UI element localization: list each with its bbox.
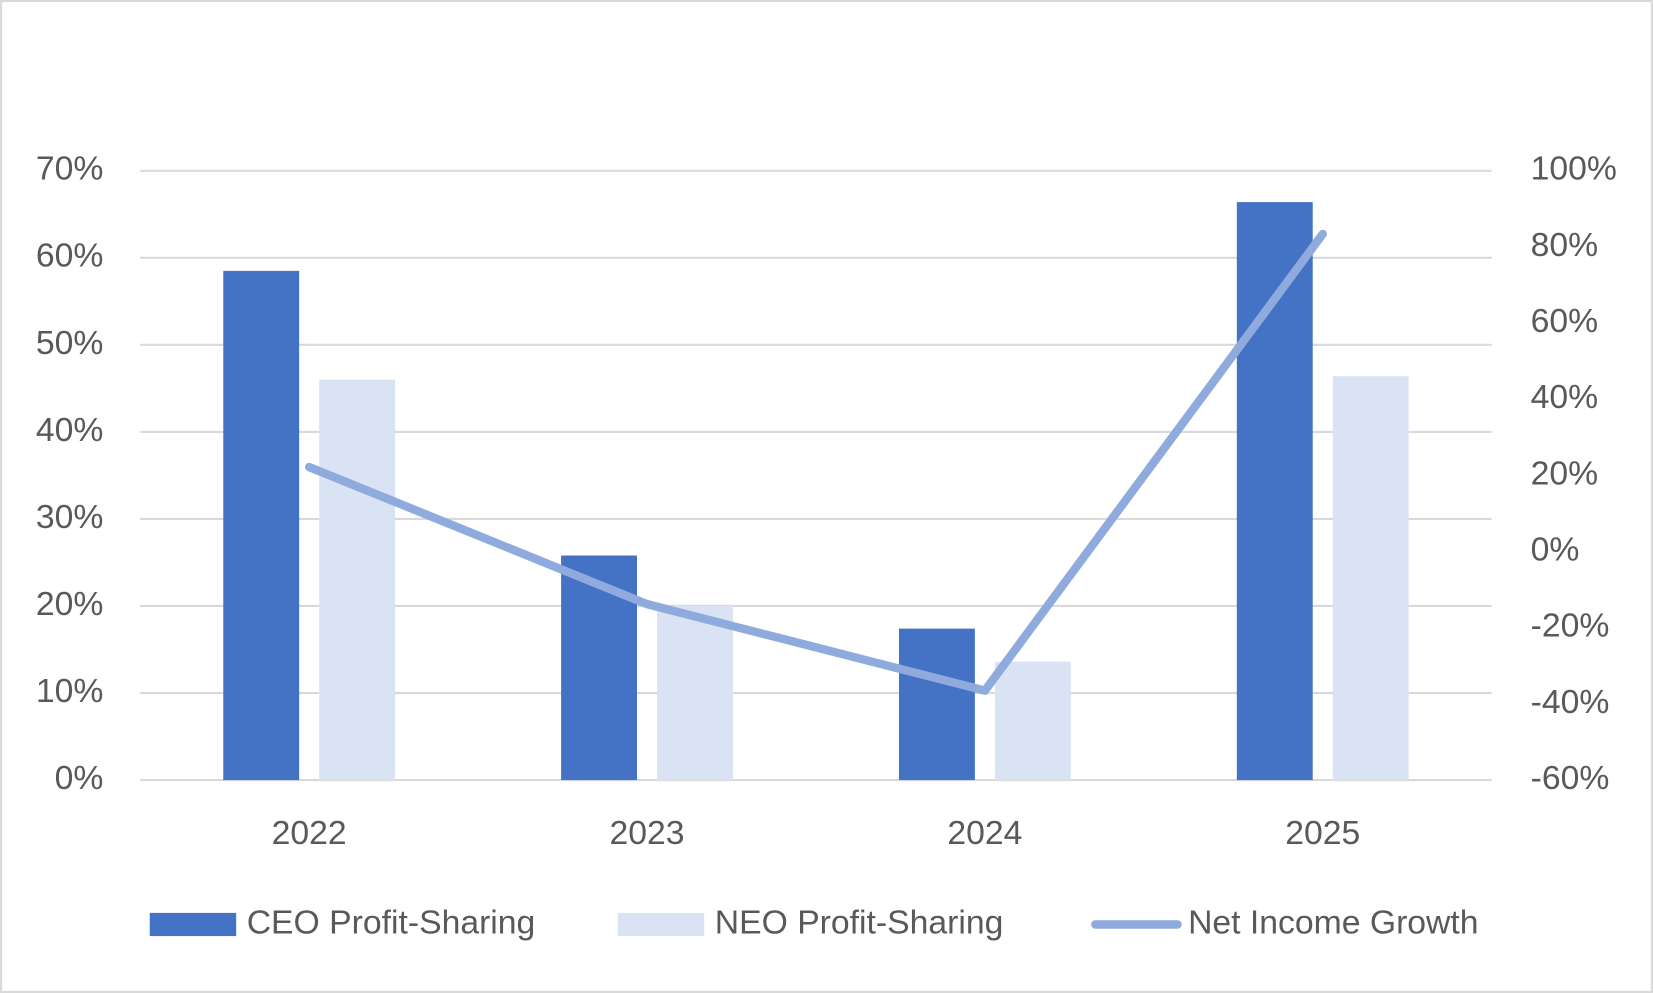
- bar: [657, 605, 733, 781]
- bar: [1332, 376, 1409, 781]
- bar: [319, 379, 396, 781]
- y-tick-label: 0%: [55, 759, 104, 797]
- y-tick-label: 70%: [36, 150, 104, 188]
- x-tick-label: 2022: [272, 814, 347, 852]
- y2-tick-label: 0%: [1531, 530, 1580, 568]
- legend-label: NEO Profit-Sharing: [715, 903, 1004, 941]
- bar: [994, 661, 1071, 781]
- y2-tick-label: 20%: [1531, 454, 1598, 492]
- bar: [223, 270, 300, 781]
- legend-swatch: [617, 912, 705, 937]
- bar: [1236, 202, 1313, 781]
- y2-tick-label: 60%: [1531, 302, 1598, 340]
- bar: [898, 628, 975, 781]
- x-tick-label: 2025: [1285, 814, 1360, 852]
- y2-tick-label: -60%: [1531, 759, 1610, 797]
- line-series: [304, 229, 1327, 695]
- y2-tick-label: 40%: [1531, 378, 1598, 416]
- y-tick-label: 20%: [36, 585, 104, 623]
- y-tick-label: 30%: [36, 498, 104, 536]
- y2-tick-label: 100%: [1531, 150, 1617, 188]
- legend-label: CEO Profit-Sharing: [247, 903, 536, 941]
- y-tick-label: 50%: [36, 324, 104, 362]
- legend-label: Net Income Growth: [1188, 903, 1478, 941]
- y-tick-label: 60%: [36, 237, 104, 275]
- x-tick-label: 2023: [610, 814, 685, 852]
- y2-tick-label: 80%: [1531, 226, 1598, 264]
- y-tick-label: 40%: [36, 411, 104, 449]
- x-tick-label: 2024: [947, 814, 1022, 852]
- y-tick-label: 10%: [36, 672, 104, 710]
- y2-tick-label: -20%: [1531, 607, 1610, 645]
- y2-tick-label: -40%: [1531, 683, 1610, 721]
- legend-swatch: [149, 912, 237, 937]
